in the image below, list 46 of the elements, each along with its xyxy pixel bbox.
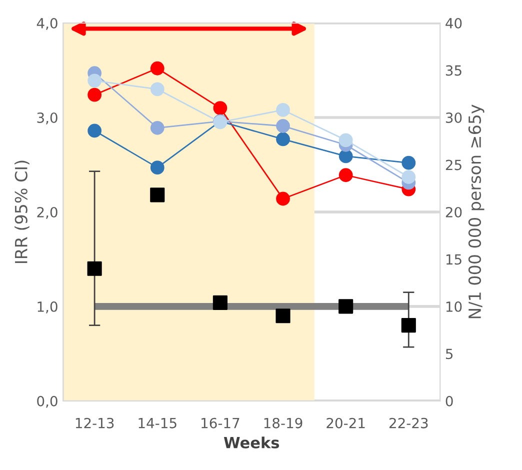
point: [212, 295, 228, 310]
point: [338, 133, 353, 148]
x-tick-label: 14-15: [138, 418, 176, 428]
x-axis-title: Weeks: [224, 436, 280, 448]
y2-tick-label: 15: [446, 254, 462, 265]
y2-tick-label: 30: [446, 112, 462, 123]
y2-tick-label: 5: [446, 348, 453, 360]
point: [276, 119, 290, 133]
point: [213, 101, 228, 115]
y2-tick-label: 25: [446, 160, 462, 170]
point: [401, 318, 416, 333]
y2-tick-label: 35: [446, 65, 462, 76]
y-tick-label: 4,0: [36, 18, 58, 30]
point: [88, 88, 102, 102]
point: [402, 156, 416, 170]
point: [88, 74, 102, 88]
point: [276, 308, 290, 324]
x-tick-label: 20-21: [326, 418, 365, 428]
point: [150, 82, 164, 96]
y2-tick-label: 0: [446, 396, 453, 406]
point: [276, 102, 290, 117]
point: [402, 170, 416, 184]
y-axis-title: IRR (95% CI): [14, 160, 30, 263]
x-tick-label: 12-13: [76, 418, 114, 428]
point: [150, 120, 164, 135]
y2-tick-label: 20: [446, 206, 462, 218]
point: [338, 168, 353, 182]
y-tick-label: 1,0: [38, 301, 58, 314]
y-tick-label: 3,0: [37, 112, 58, 124]
y2-tick-label: 10: [446, 301, 462, 312]
point: [338, 299, 354, 314]
y2-tick-label: 40: [446, 18, 462, 29]
point: [150, 160, 164, 175]
point: [88, 124, 102, 138]
point: [150, 188, 165, 202]
y2-axis-title: N/1 000 000 person ≥65y: [468, 104, 484, 318]
y-tick-label: 2,0: [37, 206, 58, 219]
x-tick-label: 16-17: [202, 418, 240, 428]
x-tick-label: 18-19: [264, 418, 302, 428]
y-tick-label: 0,0: [37, 396, 58, 408]
point: [87, 261, 102, 276]
x-tick-label: 22-23: [389, 418, 428, 428]
point: [276, 132, 290, 146]
point: [276, 192, 290, 206]
point: [338, 149, 353, 164]
point: [150, 61, 164, 76]
